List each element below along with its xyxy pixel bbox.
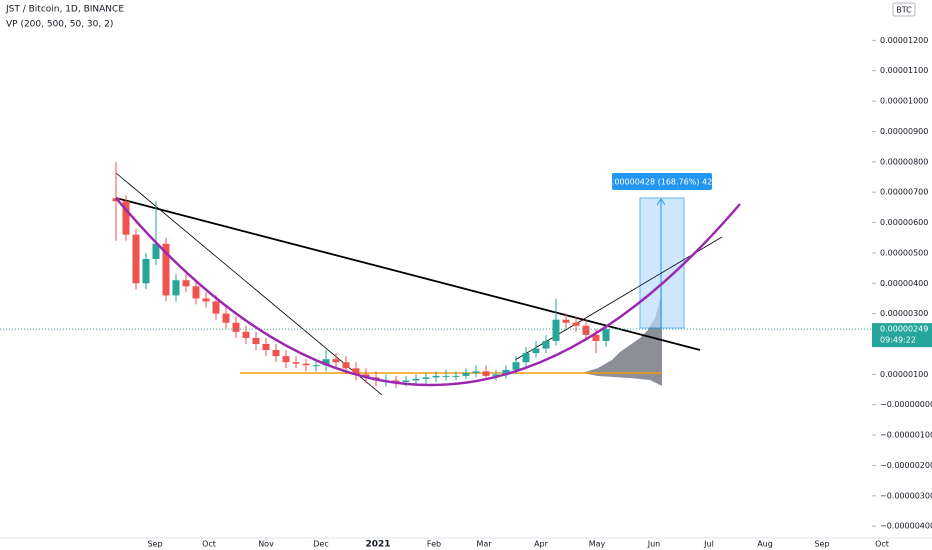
candle-body xyxy=(422,377,430,379)
candle-body xyxy=(402,380,410,382)
candle-body xyxy=(122,201,130,235)
y-tick-label: −0.00000400 xyxy=(880,522,932,531)
candle-body xyxy=(202,298,210,302)
x-tick-label: Aug xyxy=(757,540,773,549)
candle-body xyxy=(582,325,590,335)
candle-body xyxy=(342,362,350,369)
candle-body xyxy=(272,350,280,357)
price-timer: 09:49:22 xyxy=(880,336,916,345)
x-tick-label: Mar xyxy=(476,540,492,549)
candle-body xyxy=(542,340,550,349)
candle-body xyxy=(522,353,530,363)
trend-line xyxy=(115,197,701,351)
candle-body xyxy=(432,375,440,378)
x-tick-label: Jul xyxy=(703,540,714,549)
candle-body xyxy=(152,243,160,259)
measure-label-box xyxy=(612,173,712,190)
chart-title: JST / Bitcoin, 1D, BINANCE xyxy=(5,5,124,15)
y-tick-label: 0.00000400 xyxy=(880,279,928,288)
candle-body xyxy=(332,359,340,363)
y-tick-label: −0.00000100 xyxy=(880,431,932,440)
x-tick-label: Nov xyxy=(258,540,274,549)
candle-body xyxy=(322,359,330,366)
candle-body xyxy=(312,365,320,367)
candle-body xyxy=(232,322,240,332)
candle-body xyxy=(482,371,490,376)
candle-body xyxy=(242,331,250,338)
x-tick-label: Jun xyxy=(647,540,661,549)
price-label: 0.00000249 xyxy=(880,325,928,334)
y-tick-label: 0.00001200 xyxy=(880,36,928,45)
candle-body xyxy=(502,369,510,375)
currency-label: BTC xyxy=(896,6,912,15)
x-tick-label: Oct xyxy=(875,540,889,549)
candle-body xyxy=(602,329,610,341)
indicator-label: VP (200, 500, 50, 30, 2) xyxy=(6,20,113,30)
candle-body xyxy=(182,280,190,287)
y-tick-label: 0.00001000 xyxy=(880,97,928,106)
candle-body xyxy=(412,378,420,381)
candle-body xyxy=(512,362,520,370)
trend-line xyxy=(115,172,383,396)
y-tick-label: −0.00000300 xyxy=(880,491,932,500)
y-tick-label: −0.00000000 xyxy=(880,400,932,409)
candle-body xyxy=(452,375,460,377)
currency-box xyxy=(892,2,916,17)
candle-body xyxy=(302,363,310,366)
y-tick-label: −0.00000200 xyxy=(880,461,932,470)
candle-body xyxy=(142,258,150,284)
trend-line xyxy=(514,236,723,361)
y-axis: 0.00001200 0.00001100 0.00001000 0.00000900… xyxy=(0,36,932,550)
candle-body xyxy=(532,348,540,354)
x-tick-label: Apr xyxy=(534,540,549,549)
candle-body xyxy=(192,286,200,299)
candle-body xyxy=(262,343,270,351)
y-tick-label: 0.00001100 xyxy=(880,66,928,75)
y-tick-label: 0.00000800 xyxy=(880,157,928,166)
price-label-box xyxy=(872,323,932,348)
candle-body xyxy=(392,380,400,382)
candle-body xyxy=(292,362,300,364)
y-tick-label: 0.00000300 xyxy=(880,309,928,318)
x-tick-label: Oct xyxy=(202,540,216,549)
measure-arrowhead xyxy=(656,198,666,206)
candle-body xyxy=(472,371,480,373)
candle-body xyxy=(222,313,230,323)
plot-area xyxy=(0,161,872,396)
volume-profile xyxy=(582,285,662,386)
candle-body xyxy=(552,319,560,341)
candle-body xyxy=(592,334,600,341)
candle-body xyxy=(282,356,290,363)
candle-body xyxy=(352,368,360,375)
y-tick-label: 0.00000100 xyxy=(880,370,928,379)
x-tick-label: Feb xyxy=(427,540,441,549)
candle-body xyxy=(492,374,500,376)
overlay: 0.00000428 (168.76%) 428 0.00000249 09:49… xyxy=(115,2,932,387)
candle-body xyxy=(562,319,570,323)
measure-label: 0.00000428 (168.76%) 428 xyxy=(607,178,718,187)
y-tick-label: 0.00000700 xyxy=(880,188,928,197)
candle-body xyxy=(162,243,170,296)
candle-body xyxy=(212,301,220,314)
y-tick-label: 0.00000900 xyxy=(880,127,928,136)
candle-body xyxy=(572,322,580,326)
candle-body xyxy=(132,234,140,284)
parabola xyxy=(115,197,741,387)
candle-body xyxy=(252,337,260,344)
y-tick-label: 0.00000600 xyxy=(880,218,928,227)
candle-body xyxy=(172,280,180,296)
candle-body xyxy=(462,372,470,376)
measure-box xyxy=(639,197,685,329)
x-tick-label: Sep xyxy=(814,540,829,549)
x-tick-label: 2021 xyxy=(365,540,390,550)
candle-body xyxy=(442,375,450,377)
x-tick-label: May xyxy=(589,540,606,549)
x-tick-label: Dec xyxy=(313,540,328,549)
x-tick-label: Sep xyxy=(147,540,162,549)
y-tick-label: 0.00000500 xyxy=(880,248,928,257)
